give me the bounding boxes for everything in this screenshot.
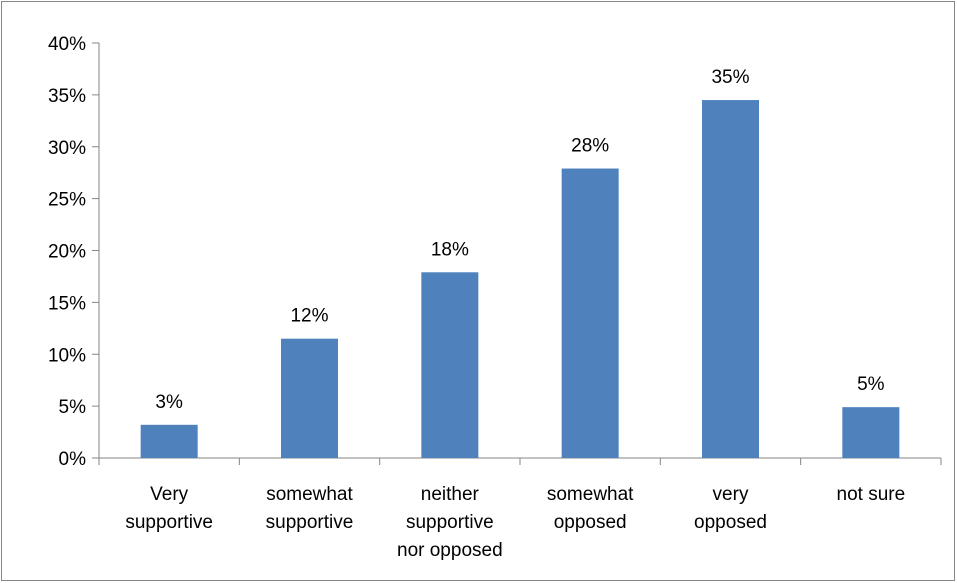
data-label: 12% bbox=[290, 306, 328, 327]
data-label: 35% bbox=[711, 67, 749, 88]
y-tick-label: 10% bbox=[48, 345, 86, 366]
bar bbox=[421, 272, 479, 458]
category-label: very bbox=[713, 484, 749, 505]
category-label: supportive bbox=[406, 512, 494, 533]
y-tick-label: 35% bbox=[48, 86, 86, 107]
category-label: somewhat bbox=[547, 484, 634, 505]
y-tick-label: 40% bbox=[48, 34, 86, 55]
category-label: opposed bbox=[554, 512, 627, 533]
category-label: nor opposed bbox=[397, 540, 503, 561]
category-label: somewhat bbox=[266, 484, 353, 505]
data-label: 28% bbox=[571, 136, 609, 157]
category-label: opposed bbox=[694, 512, 767, 533]
y-tick-label: 30% bbox=[48, 138, 86, 159]
data-label: 5% bbox=[857, 374, 885, 395]
bar bbox=[842, 407, 900, 458]
category-label: supportive bbox=[125, 512, 213, 533]
y-tick-label: 25% bbox=[48, 190, 86, 211]
bar bbox=[281, 338, 338, 458]
category-label: Very bbox=[150, 484, 189, 505]
data-label: 3% bbox=[155, 392, 183, 413]
category-label: not sure bbox=[837, 484, 906, 505]
y-tick-label: 15% bbox=[48, 293, 86, 314]
bar bbox=[140, 424, 198, 458]
category-label: supportive bbox=[266, 512, 354, 533]
bar bbox=[702, 100, 759, 458]
y-tick-label: 5% bbox=[59, 397, 87, 418]
bar bbox=[561, 168, 619, 458]
y-tick-label: 20% bbox=[48, 242, 86, 263]
y-tick-label: 0% bbox=[59, 449, 87, 470]
data-label: 18% bbox=[431, 239, 469, 260]
category-label: neither bbox=[421, 484, 480, 505]
